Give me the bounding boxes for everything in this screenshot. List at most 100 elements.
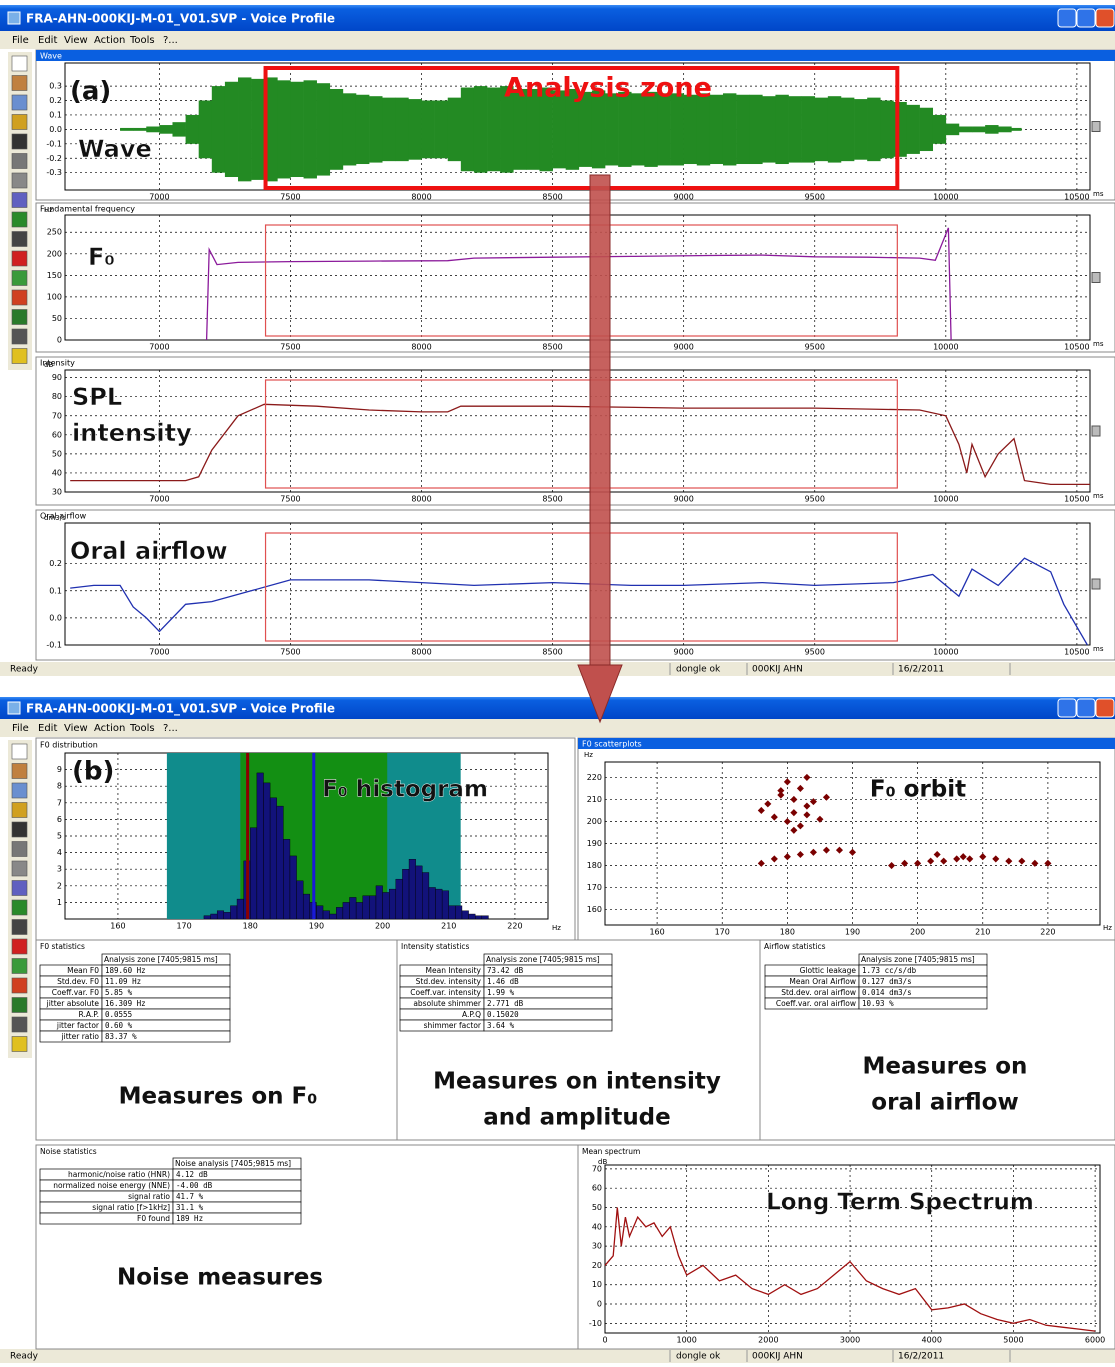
menu-item[interactable]: Action <box>94 723 125 734</box>
toolbar-button[interactable] <box>11 231 28 247</box>
menu-item[interactable]: Action <box>94 35 125 46</box>
close-button[interactable] <box>1095 698 1115 718</box>
toolbar-button[interactable] <box>11 94 28 111</box>
x-tick-label: 8500 <box>542 193 562 202</box>
row-value: 83.37 % <box>105 1032 137 1041</box>
toolbar-button[interactable] <box>11 270 28 286</box>
scroll-handle[interactable] <box>1091 578 1101 590</box>
menu-bar <box>0 31 1115 49</box>
toolbar-button[interactable] <box>11 880 28 896</box>
wave-segment <box>277 80 291 179</box>
y-tick-label: 40 <box>52 468 62 477</box>
row-value: 1.46 dB <box>487 977 519 986</box>
toolbar-button[interactable] <box>11 75 28 91</box>
toolbar-button[interactable] <box>11 348 28 364</box>
toolbar-button[interactable] <box>11 782 28 799</box>
toolbar-button[interactable] <box>11 899 28 916</box>
close-button[interactable] <box>1095 8 1115 28</box>
x-tick-label: 7000 <box>149 648 169 657</box>
menu-item[interactable]: File <box>12 35 29 46</box>
x-tick-label: 9500 <box>805 495 825 504</box>
toolbar-button[interactable] <box>11 821 28 838</box>
menu-item[interactable]: File <box>12 723 29 734</box>
toolbar-button[interactable] <box>11 997 28 1013</box>
scroll-handle[interactable] <box>1091 121 1101 132</box>
scatter-point <box>816 815 824 823</box>
minimize-button[interactable] <box>1057 698 1077 718</box>
wave-segment <box>762 96 776 163</box>
scatter-point <box>835 846 844 854</box>
x-unit: ms <box>1093 645 1104 653</box>
toolbar-button[interactable] <box>11 114 28 130</box>
histogram-bar <box>296 880 304 920</box>
scatter-point <box>764 800 772 808</box>
y-tick-label: 60 <box>52 430 62 439</box>
panel-title: F0 distribution <box>40 741 98 750</box>
row-value: 4.12 dB <box>176 1170 208 1179</box>
maximize-button[interactable] <box>1076 698 1096 718</box>
menu-item[interactable]: ?... <box>163 35 178 46</box>
toolbar-button[interactable] <box>11 763 28 779</box>
toolbar-button[interactable] <box>11 1036 28 1052</box>
panel-title: Intensity statistics <box>401 942 470 951</box>
x-tick-label: 9000 <box>673 495 693 504</box>
toolbar-button[interactable] <box>11 958 28 974</box>
toolbar-button[interactable] <box>11 172 28 189</box>
x-unit: ms <box>1093 492 1104 500</box>
toolbar-button[interactable] <box>11 55 28 72</box>
menu-item[interactable]: Edit <box>38 723 57 734</box>
toolbar-button[interactable] <box>11 153 28 169</box>
wave-segment <box>683 94 698 165</box>
x-tick-label: 9500 <box>805 648 825 657</box>
toolbar-button[interactable] <box>11 743 28 760</box>
maximize-button[interactable] <box>1076 8 1096 28</box>
zone-annotation: Analysis zone <box>504 73 712 104</box>
y-tick-label: 6 <box>57 815 62 824</box>
wave-segment <box>342 93 357 166</box>
menu-item[interactable]: Tools <box>129 35 155 46</box>
toolbar-button[interactable] <box>11 133 28 150</box>
toolbar-button[interactable] <box>11 938 28 955</box>
toolbar-button[interactable] <box>11 1016 28 1033</box>
x-tick-label: 10000 <box>933 343 958 352</box>
toolbar-button[interactable] <box>11 841 28 857</box>
scatter-point <box>953 855 961 863</box>
menu-item[interactable]: View <box>64 723 88 734</box>
histogram-bar <box>395 878 403 920</box>
toolbar-button[interactable] <box>11 250 28 267</box>
x-tick-label: 10500 <box>1064 193 1089 202</box>
panel-annotation: SPL <box>72 383 122 411</box>
scatter-point <box>888 861 896 870</box>
menu-item[interactable]: Tools <box>129 723 155 734</box>
toolbar-button[interactable] <box>11 192 28 208</box>
wave-segment <box>526 88 540 170</box>
minimize-button[interactable] <box>1057 8 1077 28</box>
histogram-bar <box>329 913 337 920</box>
scroll-handle[interactable] <box>1091 425 1101 437</box>
toolbar-button[interactable] <box>11 977 28 994</box>
toolbar-button[interactable] <box>11 289 28 306</box>
histogram-bar <box>283 839 291 920</box>
wave-segment <box>972 126 986 133</box>
histogram-bar <box>349 897 357 920</box>
caption: and amplitude <box>483 1105 671 1131</box>
status-field: dongle ok <box>676 1352 721 1362</box>
y-tick-label: 0 <box>597 1300 602 1309</box>
toolbar-button[interactable] <box>11 919 28 935</box>
toolbar-button[interactable] <box>11 309 28 325</box>
y-tick-label: 220 <box>587 773 602 782</box>
scroll-handle[interactable] <box>1091 272 1101 283</box>
toolbar-button[interactable] <box>11 328 28 345</box>
y-tick-label: 90 <box>52 373 62 382</box>
wave-segment <box>854 99 868 160</box>
toolbar-button[interactable] <box>11 802 28 818</box>
toolbar-button[interactable] <box>11 860 28 877</box>
menu-item[interactable]: Edit <box>38 35 57 46</box>
menu-item[interactable]: ?... <box>163 723 178 734</box>
menu-item[interactable]: View <box>64 35 88 46</box>
toolbar-button[interactable] <box>11 211 28 228</box>
wave-segment <box>539 87 553 172</box>
wave-segment <box>421 100 435 159</box>
row-label: jitter ratio <box>61 1032 100 1041</box>
scatter-point <box>803 811 811 819</box>
